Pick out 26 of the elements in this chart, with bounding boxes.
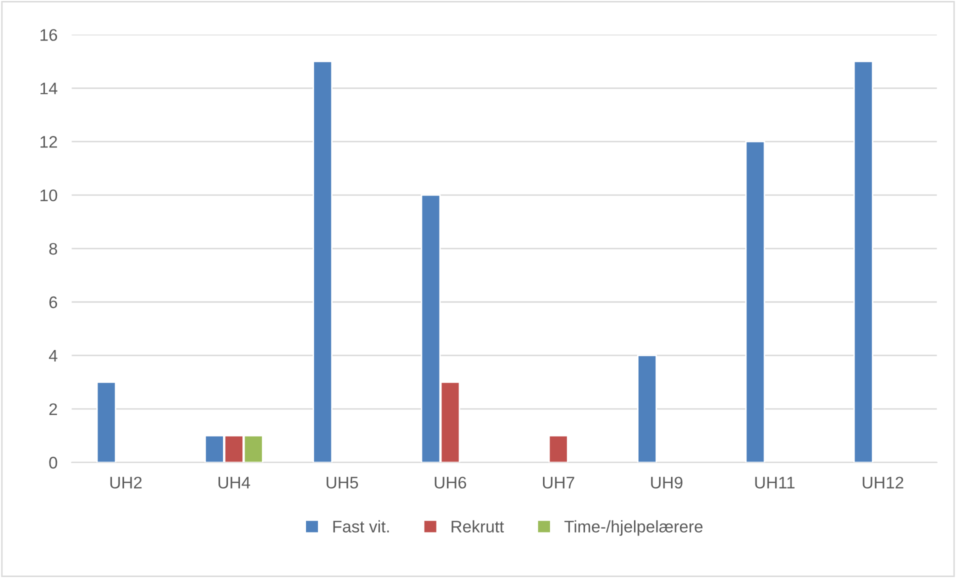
x-tick-label: UH5 xyxy=(326,476,358,489)
y-tick-label: 0 xyxy=(49,456,58,469)
x-tick-label: UH11 xyxy=(755,476,795,489)
bar xyxy=(745,140,766,462)
x-tick-label: UH2 xyxy=(110,476,142,489)
legend-label: Time-/hjelpelærere xyxy=(564,520,703,536)
x-tick-label: UH7 xyxy=(542,476,574,489)
x-tick-label: UH9 xyxy=(651,476,682,489)
bar xyxy=(312,60,333,462)
bar xyxy=(96,382,116,462)
y-tick-label: 2 xyxy=(49,403,57,415)
legend-label: Fast vit. xyxy=(333,520,389,533)
y-tick-label: 4 xyxy=(48,350,58,362)
x-tick-label: UH12 xyxy=(862,476,904,489)
x-tick-label: UH4 xyxy=(218,476,250,489)
bar xyxy=(548,434,568,462)
y-tick-label: 8 xyxy=(49,242,58,255)
bar xyxy=(853,60,874,462)
y-tick-label: 6 xyxy=(49,296,58,308)
y-tick-label: 12 xyxy=(40,136,57,148)
bar xyxy=(637,354,657,462)
y-tick-label: 16 xyxy=(40,29,58,41)
y-tick-label: 14 xyxy=(40,82,58,94)
legend-label: Rekrutt xyxy=(452,520,504,533)
x-tick-label: UH6 xyxy=(434,476,466,489)
y-tick-label: 10 xyxy=(40,189,58,202)
